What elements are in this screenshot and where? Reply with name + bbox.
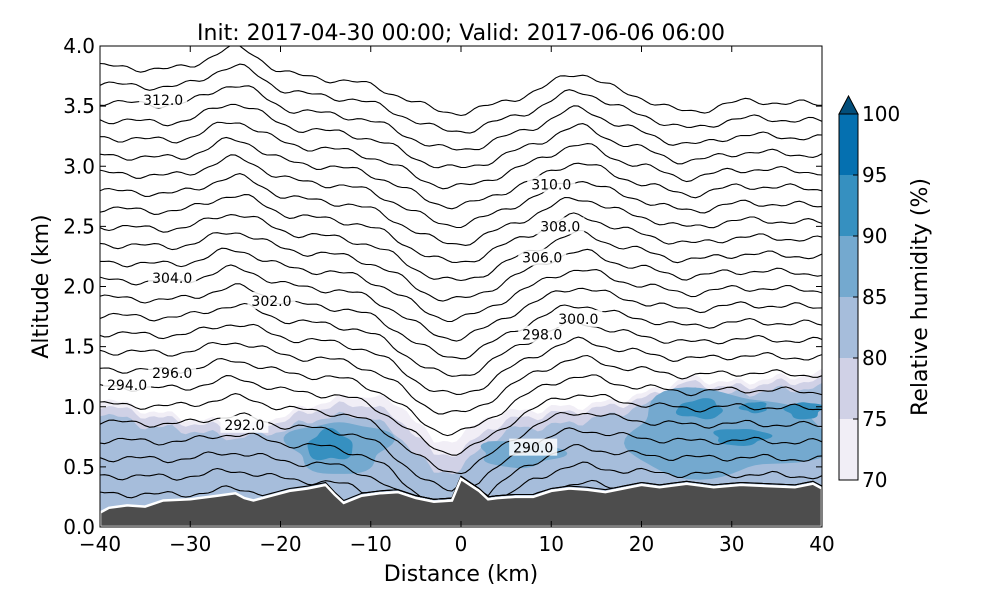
rh-core-90 [307, 427, 353, 461]
contour-label-bg [536, 217, 585, 235]
contour-label: 296.0 [152, 366, 192, 382]
contour-label: 310.0 [531, 177, 571, 193]
colorbar-segment [839, 358, 858, 419]
theta-contour-line [100, 154, 822, 229]
contour-label: 294.0 [107, 378, 147, 394]
theta-contour-line [100, 283, 822, 360]
colorbar-tick-label: 90 [862, 224, 887, 248]
contour-label-bg [247, 291, 296, 309]
contour-label-bg [148, 269, 197, 287]
contour-label: 312.0 [143, 93, 183, 109]
contour-label-bg [139, 91, 188, 109]
x-tick-label: −40 [79, 532, 121, 556]
rh-core-90 [713, 429, 773, 446]
colorbar-tick-label: 100 [862, 102, 900, 126]
theta-contour-line [100, 247, 822, 323]
y-axis: 0.0 0.5 1.0 1.5 2.0 2.5 3.0 3.5 4.0 [63, 34, 822, 539]
theta-contour-line [100, 393, 822, 475]
y-tick-label: 2.0 [63, 275, 95, 299]
contour-label: 292.0 [224, 418, 264, 434]
x-tick-label: 10 [539, 532, 564, 556]
contour-label-bg [527, 175, 576, 193]
theta-contour-line [100, 63, 822, 134]
theta-contour-line [100, 375, 822, 456]
theta-contour-line [100, 103, 822, 169]
colorbar-segment [839, 419, 858, 480]
contour-label: 302.0 [251, 294, 291, 310]
theta-contour-line [100, 173, 822, 246]
y-tick-label: 2.5 [63, 214, 95, 238]
theta-contour-line [100, 194, 822, 264]
x-tick-label: 40 [809, 532, 834, 556]
rh-core-90 [783, 402, 822, 420]
colorbar-tick-label: 80 [862, 346, 887, 370]
x-tick-label: 20 [629, 532, 654, 556]
contour-label-bg [148, 364, 197, 382]
x-tick-label: −10 [350, 532, 392, 556]
x-tick-label: −20 [259, 532, 301, 556]
contour-label: 290.0 [513, 441, 553, 457]
theta-contour-line [100, 214, 822, 282]
contour-label-bg [518, 325, 567, 343]
colorbar-segment [839, 297, 858, 358]
contour-label-bg [103, 376, 152, 394]
contour-label: 308.0 [540, 219, 580, 235]
chart-title: Init: 2017-04-30 00:00; Valid: 2017-06-0… [197, 21, 725, 46]
y-tick-label: 3.5 [63, 94, 95, 118]
x-tick-label: 30 [719, 532, 744, 556]
contour-label-bg [554, 309, 603, 327]
x-tick-label: −30 [169, 532, 211, 556]
y-axis-label: Altitude (km) [29, 214, 54, 358]
colorbar-tick-label: 85 [862, 285, 887, 309]
theta-contour-line [100, 264, 822, 342]
x-axis: −40 −30 −20 −10 0 10 20 30 40 [79, 46, 835, 556]
theta-contour-line [100, 358, 822, 437]
colorbar-tick-label: 75 [862, 407, 887, 431]
contour-label-bg [518, 248, 567, 266]
contour-label: 298.0 [522, 328, 562, 344]
colorbar-segment [839, 175, 858, 236]
rh-fill-80 [100, 382, 822, 513]
theta-contour-line [100, 136, 822, 210]
plot-area: 290.0292.0294.0296.0298.0300.0302.0304.0… [63, 34, 835, 556]
colorbar: 70 75 80 85 90 95 100 [838, 94, 900, 492]
terrain-layer [100, 477, 822, 527]
theta-contour-line [100, 85, 822, 151]
theta-contour-line [100, 46, 822, 117]
contour-label: 304.0 [152, 271, 192, 287]
colorbar-tick-label: 70 [862, 468, 887, 492]
y-tick-label: 0.5 [63, 455, 95, 479]
theta-contour-line [100, 232, 822, 302]
colorbar-segment [839, 236, 858, 297]
y-tick-label: 4.0 [63, 34, 95, 58]
theta-contour-line [100, 302, 822, 377]
contour-label: 300.0 [558, 312, 598, 328]
colorbar-segment [839, 114, 858, 175]
y-tick-label: 0.0 [63, 515, 95, 539]
theta-contour-line [100, 121, 822, 190]
contour-label: 306.0 [522, 251, 562, 267]
rh-core-90 [738, 401, 767, 414]
colorbar-label: Relative humidity (%) [908, 178, 933, 416]
x-tick-label: 0 [455, 532, 468, 556]
contour-label-bg [509, 438, 558, 456]
terrain-fill [100, 477, 822, 527]
y-tick-label: 1.5 [63, 335, 95, 359]
theta-contour-layer [100, 46, 822, 502]
theta-contour-line [100, 341, 822, 415]
contour-label-bg [220, 415, 269, 433]
theta-contour-line [100, 323, 822, 395]
y-tick-label: 3.0 [63, 154, 95, 178]
y-tick-label: 1.0 [63, 395, 95, 419]
colorbar-extend-arrow [838, 94, 859, 115]
x-axis-label: Distance (km) [384, 562, 539, 587]
rh-core-90 [675, 398, 723, 420]
colorbar-tick-label: 95 [862, 163, 887, 187]
theta-contour-line [100, 412, 822, 492]
